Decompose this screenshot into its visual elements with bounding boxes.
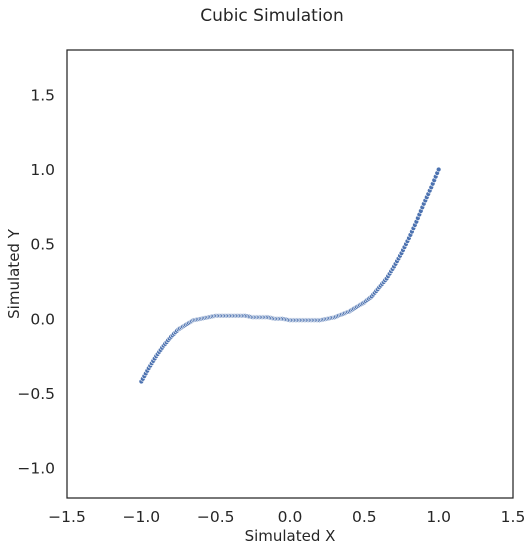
y-tick-label: 1.0 xyxy=(30,161,55,179)
x-tick-label: −0.5 xyxy=(197,508,235,526)
y-tick-label: −1.0 xyxy=(17,460,55,478)
y-tick-label: 0.0 xyxy=(30,310,55,328)
chart-title: Cubic Simulation xyxy=(200,6,343,26)
x-tick-label: 1.5 xyxy=(501,508,526,526)
x-tick-label: 0.5 xyxy=(352,508,377,526)
x-tick-label: −1.0 xyxy=(123,508,161,526)
x-tick-label: 0.0 xyxy=(278,508,303,526)
plot-area xyxy=(66,49,514,499)
y-tick-label: −0.5 xyxy=(17,385,55,403)
y-tick-label: 0.5 xyxy=(30,236,55,254)
x-tick-label: −1.5 xyxy=(48,508,86,526)
data-point xyxy=(435,166,442,173)
y-axis-label: Simulated Y xyxy=(5,228,23,319)
x-tick-labels: −1.5 −1.0 −0.5 0.0 0.5 1.0 1.5 xyxy=(48,508,525,526)
x-tick-label: 1.0 xyxy=(426,508,451,526)
y-tick-labels: −1.0 −0.5 0.0 0.5 1.0 1.5 xyxy=(17,86,55,477)
y-tick-label: 1.5 xyxy=(30,86,55,104)
x-axis-label: Simulated X xyxy=(245,527,336,545)
data-points xyxy=(138,166,442,385)
